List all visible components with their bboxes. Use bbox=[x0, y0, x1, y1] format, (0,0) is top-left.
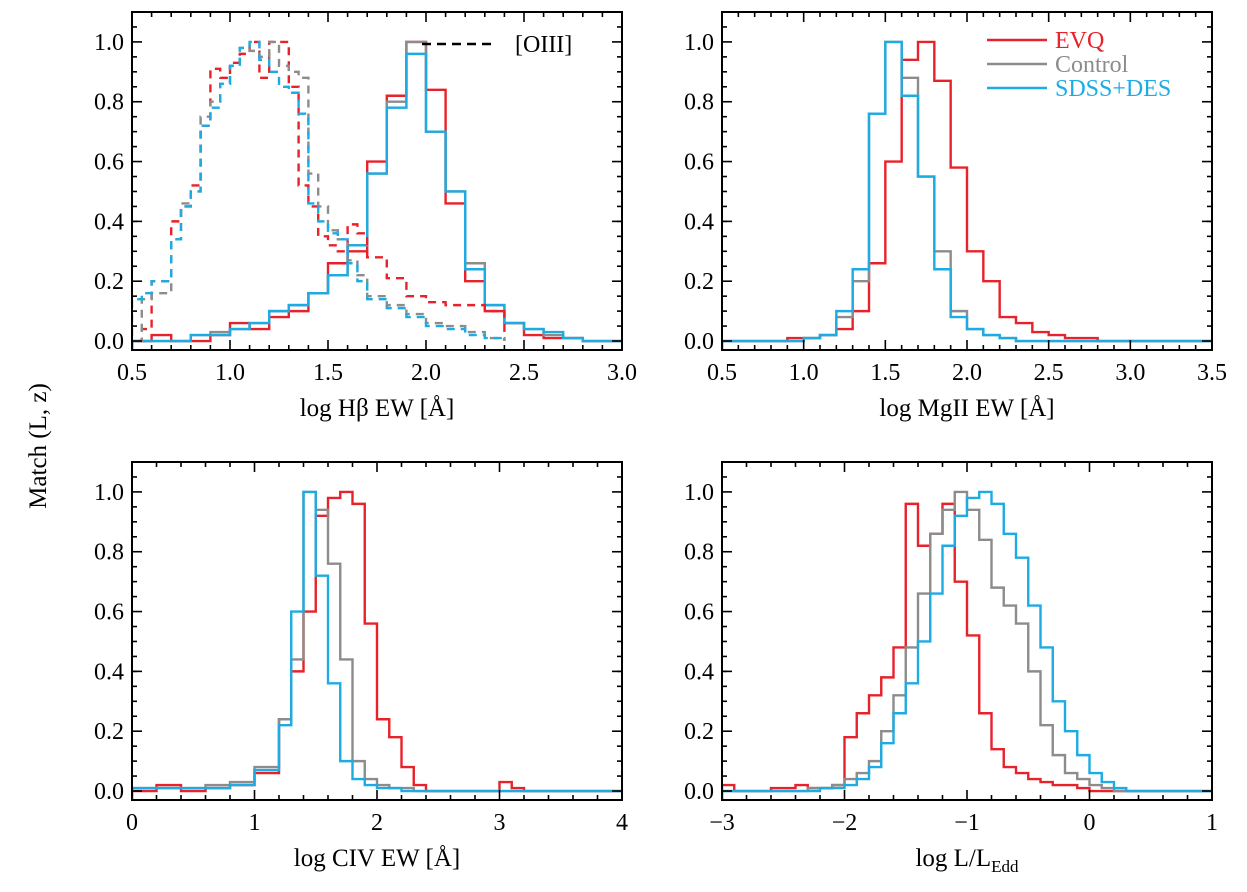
x-axis-label-main: log L/L bbox=[915, 845, 991, 872]
y-tick-label: 0.2 bbox=[684, 269, 714, 295]
series-evq-oiii bbox=[132, 40, 506, 350]
y-tick-label: 0.8 bbox=[684, 540, 714, 566]
x-tick-label: 0 bbox=[126, 810, 138, 836]
y-tick-label: 0.6 bbox=[94, 150, 124, 176]
x-tick-label: 0 bbox=[1084, 810, 1096, 836]
legend-label-sdss-des: SDSS+DES bbox=[1055, 76, 1171, 102]
series-sdss-des bbox=[722, 40, 1212, 350]
x-tick-label: 4 bbox=[616, 810, 628, 836]
y-tick-label: 0.6 bbox=[94, 600, 124, 626]
x-axis-label-subscript: Edd bbox=[991, 857, 1019, 876]
x-axis-label: log CIV EW [Å] bbox=[294, 845, 460, 872]
x-tick-label: 1.5 bbox=[870, 360, 900, 386]
x-axis-label-main: log CIV EW [Å] bbox=[294, 845, 460, 872]
x-tick-label: 2.0 bbox=[411, 360, 441, 386]
series-evq bbox=[722, 502, 1212, 800]
x-tick-label: 1.5 bbox=[313, 360, 343, 386]
y-tick-label: 0.2 bbox=[94, 719, 124, 745]
x-tick-label: −2 bbox=[832, 810, 858, 836]
y-tick-label: 0.0 bbox=[684, 329, 714, 355]
x-tick-label: −1 bbox=[954, 810, 980, 836]
y-tick-label: 0.4 bbox=[684, 659, 714, 685]
series-sdss-des-oiii bbox=[132, 40, 506, 350]
y-tick-label: 0.4 bbox=[94, 659, 124, 685]
legend-label-evq: EVQ bbox=[1055, 28, 1104, 54]
series-sdss-des bbox=[132, 490, 622, 800]
axes-frame bbox=[131, 11, 623, 351]
y-tick-label: 0.4 bbox=[94, 209, 124, 235]
y-tick-label: 1.0 bbox=[94, 480, 124, 506]
panels: 0.5 1.0 1.5 2.0 2.5 3.0 0.0 0.2 0.4 0.6 0.8 1.0 log … bbox=[94, 11, 1227, 876]
figure-ylabel: Match (L, z) bbox=[25, 383, 52, 509]
y-tick-label: 0.4 bbox=[684, 209, 714, 235]
x-axis-label: log L/LEdd bbox=[915, 845, 1019, 876]
panel-bottom-left: 0 1 2 3 4 0.0 0.2 0.4 0.6 0.8 1.0 log CIV EW [Å] bbox=[94, 461, 628, 872]
y-tick-label: 0.0 bbox=[684, 779, 714, 805]
y-tick-label: 0.8 bbox=[94, 90, 124, 116]
y-tick-label: 1.0 bbox=[684, 30, 714, 56]
x-tick-label: 3.0 bbox=[1115, 360, 1145, 386]
y-tick-label: 0.2 bbox=[684, 719, 714, 745]
x-tick-label: 0.5 bbox=[707, 360, 737, 386]
y-tick-label: 0.6 bbox=[684, 600, 714, 626]
y-tick-label: 0.0 bbox=[94, 779, 124, 805]
series-control bbox=[132, 40, 622, 350]
series-control-oiii bbox=[132, 40, 506, 350]
x-tick-label: 0.5 bbox=[117, 360, 147, 386]
annotation-label: [OIII] bbox=[515, 32, 572, 58]
y-tick-label: 0.2 bbox=[94, 269, 124, 295]
panel-bottom-right: −3 −2 −1 0 1 0.0 0.2 0.4 0.6 0.8 1.0 log L/LEdd bbox=[684, 461, 1218, 876]
x-tick-label: 1.0 bbox=[215, 360, 245, 386]
series-evq bbox=[132, 490, 622, 800]
x-tick-label: 1 bbox=[1206, 810, 1218, 836]
x-tick-label: 3 bbox=[494, 810, 506, 836]
y-tick-label: 1.0 bbox=[684, 480, 714, 506]
x-tick-label: 3.5 bbox=[1197, 360, 1227, 386]
panel-top-right: 0.5 1.0 1.5 2.0 2.5 3.0 3.5 0.0 0.2 0.4 0.6 0.8 1.0 l… bbox=[684, 11, 1227, 422]
x-tick-label: 2.0 bbox=[952, 360, 982, 386]
legend-label-control: Control bbox=[1055, 52, 1129, 78]
x-tick-label: 1.0 bbox=[789, 360, 819, 386]
x-axis-label-main: log Hβ EW [Å] bbox=[300, 395, 455, 422]
y-tick-label: 0.8 bbox=[684, 90, 714, 116]
x-tick-label: 2.5 bbox=[1034, 360, 1064, 386]
y-tick-label: 0.0 bbox=[94, 329, 124, 355]
y-tick-label: 0.8 bbox=[94, 540, 124, 566]
y-tick-label: 1.0 bbox=[94, 30, 124, 56]
series-control bbox=[722, 490, 1212, 800]
x-tick-label: 3.0 bbox=[607, 360, 637, 386]
x-tick-label: 2 bbox=[371, 810, 383, 836]
series-sdss-des bbox=[722, 490, 1212, 800]
series-evq bbox=[132, 40, 622, 350]
x-axis-label: log MgII EW [Å] bbox=[879, 395, 1054, 422]
x-tick-label: 1 bbox=[249, 810, 261, 836]
x-axis-label-main: log MgII EW [Å] bbox=[879, 395, 1054, 422]
x-tick-label: 2.5 bbox=[509, 360, 539, 386]
y-tick-label: 0.6 bbox=[684, 150, 714, 176]
x-tick-label: −3 bbox=[709, 810, 735, 836]
series-sdss-des bbox=[132, 52, 622, 350]
x-axis-label: log Hβ EW [Å] bbox=[300, 395, 455, 422]
panel-top-left: 0.5 1.0 1.5 2.0 2.5 3.0 0.0 0.2 0.4 0.6 0.8 1.0 log … bbox=[94, 11, 637, 422]
